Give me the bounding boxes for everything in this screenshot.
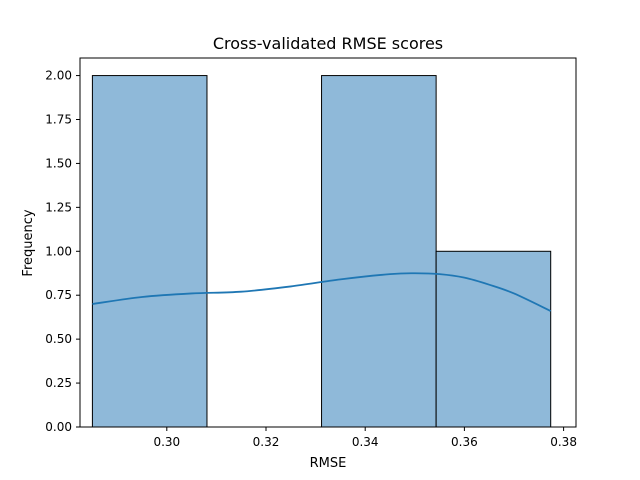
- x-tick-label: 0.34: [352, 435, 379, 449]
- y-tick-label: 0.75: [45, 288, 72, 302]
- x-axis-ticks: 0.30 0.32 0.34 0.36 0.38: [153, 427, 577, 449]
- y-tick-label: 1.50: [45, 156, 72, 170]
- kde-curve-group: [92, 272, 552, 312]
- plot-frame: [79, 57, 577, 428]
- histogram-bars: [91, 75, 552, 428]
- y-tick-label: 1.25: [45, 200, 72, 214]
- x-tick-label: 0.32: [253, 435, 280, 449]
- x-tick-label: 0.38: [550, 435, 577, 449]
- chart-title: Cross-validated RMSE scores: [213, 34, 443, 53]
- y-tick-label: 0.50: [45, 332, 72, 346]
- histogram-bar-3: [435, 250, 552, 428]
- y-tick-label: 2.00: [45, 69, 72, 83]
- y-tick-label: 1.75: [45, 113, 72, 127]
- y-axis-ticks: 0.00 0.25 0.50 0.75 1.00 1.25 1.50 1.75 2.00: [45, 69, 80, 434]
- y-tick-label: 0.00: [45, 420, 72, 434]
- kde-line: [92, 272, 552, 312]
- x-axis-label: RMSE: [310, 456, 347, 471]
- histogram-bar-0: [91, 75, 208, 428]
- y-axis-label: Frequency: [21, 209, 36, 276]
- y-tick-label: 1.00: [45, 244, 72, 258]
- histogram-bar-2: [321, 75, 437, 428]
- y-tick-label: 0.25: [45, 376, 72, 390]
- x-tick-label: 0.36: [451, 435, 478, 449]
- x-tick-label: 0.30: [153, 435, 180, 449]
